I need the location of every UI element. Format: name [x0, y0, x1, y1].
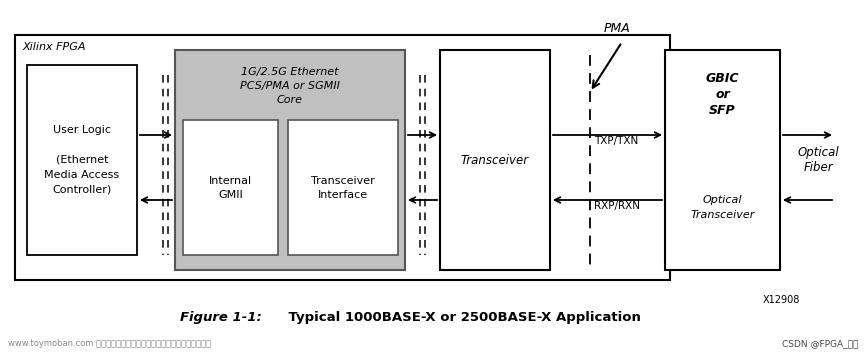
Text: www.toymoban.com 网络图片仅供展示，非存储，如有侵权请联系删除。: www.toymoban.com 网络图片仅供展示，非存储，如有侵权请联系删除。 [8, 339, 211, 349]
Text: Xilinx FPGA: Xilinx FPGA [22, 42, 86, 52]
Text: Fiber: Fiber [804, 161, 833, 174]
Text: SFP: SFP [709, 104, 736, 116]
Bar [288, 120, 398, 255]
Text: Transceiver: Transceiver [311, 175, 375, 186]
Text: 1G/2.5G Ethernet: 1G/2.5G Ethernet [241, 67, 339, 77]
Text: Controller): Controller) [53, 185, 112, 195]
Text: GMII: GMII [218, 190, 243, 200]
Text: Transceiver: Transceiver [690, 210, 754, 220]
Text: Optical: Optical [702, 195, 742, 205]
Text: Figure 1-1:: Figure 1-1: [180, 311, 262, 324]
Bar [175, 50, 405, 270]
Text: GBIC: GBIC [706, 71, 740, 84]
Bar [27, 65, 137, 255]
Bar [183, 120, 278, 255]
Bar [15, 35, 670, 280]
Text: Core: Core [277, 95, 303, 105]
Text: Internal: Internal [209, 175, 252, 186]
Text: CSDN @FPGA_青年: CSDN @FPGA_青年 [782, 339, 858, 349]
Text: Typical 1000BASE-X or 2500BASE-X Application: Typical 1000BASE-X or 2500BASE-X Applica… [270, 311, 641, 324]
Bar [440, 50, 550, 270]
Text: Media Access: Media Access [44, 170, 119, 180]
Text: User Logic: User Logic [53, 125, 111, 135]
Text: RXP/RXN: RXP/RXN [594, 201, 640, 211]
Text: PMA: PMA [604, 22, 631, 34]
Bar [665, 50, 780, 270]
Text: PCS/PMA or SGMII: PCS/PMA or SGMII [240, 81, 340, 91]
Text: or: or [715, 87, 730, 100]
Text: Transceiver: Transceiver [461, 153, 529, 166]
Text: X12908: X12908 [763, 295, 800, 305]
Text: Interface: Interface [318, 190, 368, 200]
Text: Optical: Optical [798, 146, 839, 159]
Text: (Ethernet: (Ethernet [55, 155, 108, 165]
Text: TXP/TXN: TXP/TXN [594, 136, 638, 146]
